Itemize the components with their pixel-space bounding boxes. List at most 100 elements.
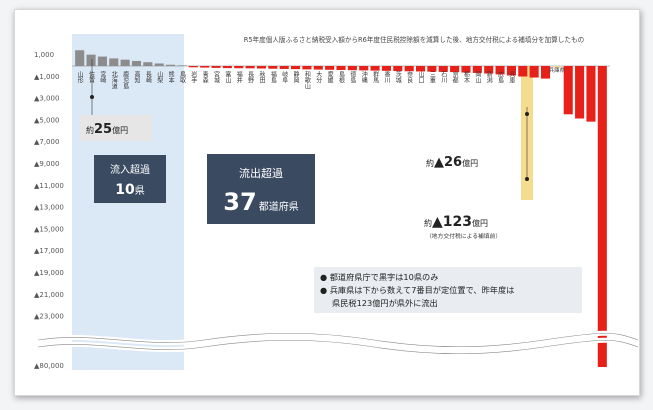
chart-title: R5年度個人版ふるさと納税受入額からR6年度住民税控除額を減算した後、地方交付税… <box>244 35 584 44</box>
category-label: 静岡 <box>292 70 299 84</box>
bar-山形 <box>131 60 142 66</box>
inflow-note: 約25億円 <box>86 122 128 137</box>
bar-徳島 <box>347 66 357 71</box>
category-label: 秋田 <box>258 70 265 84</box>
bar-岩手 <box>200 66 210 68</box>
category-label: 福島 <box>269 70 276 84</box>
bar-愛媛 <box>325 66 335 70</box>
y-tick-label: ▲5,000 <box>34 116 59 124</box>
y-tick-label: ▲3,000 <box>34 95 59 103</box>
category-label: 和歌山 <box>303 70 310 90</box>
bar-高知 <box>120 59 130 66</box>
category-label: 岐阜 <box>281 70 288 84</box>
outflow-box-line2: 37 都道府県 <box>223 188 298 216</box>
bar-chart: R5年度個人版ふるさと納税受入額からR6年度住民税控除額を減算した後、地方交付税… <box>34 34 638 370</box>
category-label: 熊本 <box>167 70 174 84</box>
category-label: 愛媛 <box>326 70 333 84</box>
category-label: 香川 <box>383 70 390 83</box>
y-tick-label: ▲19,000 <box>34 269 64 277</box>
y-tick-label: ▲1,000 <box>34 73 59 81</box>
bar-京都 <box>450 66 460 73</box>
bar-長野 <box>245 66 255 69</box>
y-tick-label: ▲15,000 <box>34 225 64 233</box>
hyogo-dot-lower <box>525 177 529 181</box>
note1-bg <box>420 148 512 172</box>
y-tick-label: ▲23,000 <box>34 313 64 321</box>
bar-千葉 <box>518 66 528 77</box>
bar-富山 <box>222 66 232 69</box>
category-label: 徳島 <box>349 70 356 84</box>
category-label: 鹿児島 <box>122 70 129 90</box>
note2-bg <box>417 205 535 243</box>
category-label: 高知 <box>133 70 140 84</box>
bar-山口 <box>415 66 426 72</box>
category-label: 栃木 <box>462 70 469 84</box>
bar-宮城 <box>211 66 221 68</box>
bullet-1: ● 都道府県庁で黒字は10県のみ <box>320 272 438 282</box>
axis-break-line-lower <box>37 339 638 355</box>
outflow-box-line1: 流出超過 <box>239 166 283 180</box>
category-label: 長野 <box>247 71 254 83</box>
y-tick-label: ▲13,000 <box>34 204 64 212</box>
y-tick-label: ▲9,000 <box>34 160 59 168</box>
bar-鹿児島 <box>109 58 119 66</box>
y-tick-label: ▲21,000 <box>34 291 64 299</box>
bar-香川 <box>381 66 391 71</box>
bullet-callout <box>314 267 582 313</box>
note2: 約▲123億円 <box>424 214 488 230</box>
bars <box>75 50 607 367</box>
category-label: 山口 <box>417 70 424 84</box>
bar-兵庫 <box>552 66 562 68</box>
category-label: 三重 <box>428 71 435 83</box>
bar-岐阜 <box>279 66 289 69</box>
bar-石川 <box>438 66 448 72</box>
bar-大阪 <box>575 66 585 119</box>
bar-大分 <box>313 66 323 70</box>
hyogo-dot-upper <box>525 112 529 116</box>
category-label: 石川 <box>440 71 447 83</box>
category-label: 新潟 <box>485 70 492 84</box>
category-label: 京都 <box>451 70 458 84</box>
bar-愛知 <box>563 66 573 115</box>
bar-青森 <box>188 66 198 68</box>
bar-栃木 <box>461 66 471 73</box>
bar-埼玉 <box>529 66 539 78</box>
category-label: 北海道 <box>110 70 117 90</box>
bar-滋賀 <box>506 66 516 76</box>
note2-sub: （地方交付税による補填前） <box>426 232 501 240</box>
bar-静岡 <box>291 66 301 70</box>
bar-宮崎 <box>97 56 107 66</box>
y-tick-label: ▲17,000 <box>34 247 64 255</box>
category-label: 岩手 <box>190 70 197 84</box>
bar-茨城 <box>393 66 403 72</box>
category-label: 宮崎 <box>99 70 106 83</box>
category-label: 群馬 <box>372 70 379 84</box>
bar-和歌山 <box>302 66 312 70</box>
bar-福井 <box>234 66 244 69</box>
category-label: 山梨 <box>156 70 163 84</box>
bullet-3: 県民税123億円が県外に流出 <box>332 298 438 308</box>
category-label: 島根 <box>338 70 345 84</box>
y-tick-label: ▲7,000 <box>34 138 59 146</box>
bar-神奈川 <box>586 66 596 122</box>
bar-長崎 <box>143 62 153 66</box>
y-axis-ticks: 1,000 ▲1,000 ▲3,000 ▲5,000 ▲7,000 ▲9,000 ▲11,0… <box>34 51 64 370</box>
category-label: 宮城 <box>213 70 220 84</box>
bullet-2: ● 兵庫県は下から数えて7番目が定位置で、昨年度は <box>320 285 514 295</box>
bar-広島 <box>495 66 505 75</box>
category-label: 福井 <box>235 70 242 84</box>
category-label: 長崎 <box>144 71 151 83</box>
highlight-label: 兵庫県 <box>549 66 566 74</box>
bar-北海道 <box>75 50 85 66</box>
inflow-box-line2: 10県 <box>115 182 144 198</box>
bar-秋田 <box>256 66 267 69</box>
bar-東京 <box>597 66 607 367</box>
category-label: 沖縄 <box>360 70 367 83</box>
bar-沖縄 <box>359 66 369 71</box>
category-labels: 山形 佐賀 宮崎 北海道 鹿児島 高知 長崎 山梨 熊本 鳥取 岩手 青森 宮城 富山 福井 長野 秋田 福島 岐阜… <box>76 66 565 90</box>
category-label: 茨城 <box>394 70 401 84</box>
category-label: 奈良 <box>406 70 413 84</box>
bar-島根 <box>336 66 346 70</box>
category-label: 大分 <box>315 70 322 84</box>
y-tick-label: ▲11,000 <box>34 182 64 190</box>
